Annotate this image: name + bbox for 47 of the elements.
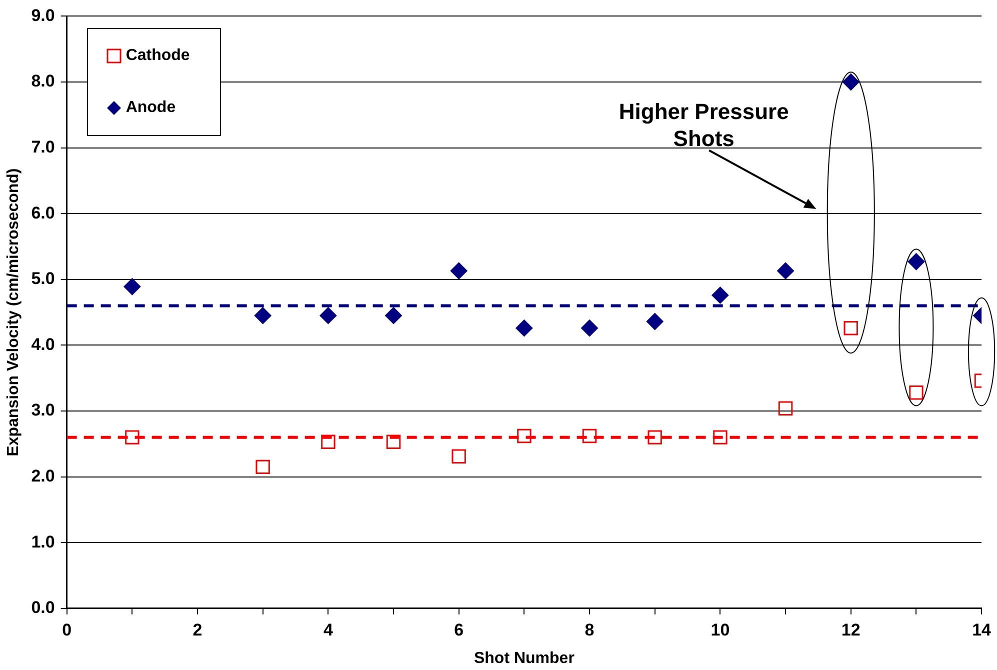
point xyxy=(385,307,402,324)
x-tick-label: 12 xyxy=(841,620,860,640)
point xyxy=(254,307,272,324)
y-tick-label: 2.0 xyxy=(31,466,55,486)
x-tick-label: 2 xyxy=(192,620,202,640)
y-tick-label: 5.0 xyxy=(31,269,55,288)
point xyxy=(450,262,468,280)
point xyxy=(842,74,860,90)
point xyxy=(321,434,336,450)
x-tick-label: 0 xyxy=(62,620,72,640)
legend-label: Anode xyxy=(126,99,176,118)
point xyxy=(256,460,270,474)
legend-label: Cathode xyxy=(126,47,190,66)
point xyxy=(125,430,140,444)
x-tick-label: 8 xyxy=(584,620,594,640)
point xyxy=(646,313,664,330)
x-tick-label: 4 xyxy=(323,620,334,640)
x-tick-label: 6 xyxy=(454,620,464,640)
x-tick-label: 14 xyxy=(972,620,992,640)
point xyxy=(452,449,466,464)
point xyxy=(320,307,337,324)
point xyxy=(908,253,925,270)
y-tick-label: 9.0 xyxy=(31,6,55,25)
y-tick-label: 0.0 xyxy=(31,598,55,618)
point xyxy=(909,385,924,400)
y-tick-label: 1.0 xyxy=(31,532,55,552)
point xyxy=(777,262,794,280)
y-axis-title: Expansion Velocity (cm/microsecond) xyxy=(5,168,22,456)
x-tick-label: 10 xyxy=(710,620,730,640)
y-tick-label: 3.0 xyxy=(31,400,55,420)
y-tick-label: 7.0 xyxy=(31,137,55,156)
point xyxy=(712,286,729,304)
y-tick-label: 8.0 xyxy=(31,72,55,91)
point xyxy=(582,428,597,444)
point xyxy=(516,320,533,337)
annotation: Higher Pressure Shots xyxy=(618,98,790,152)
point xyxy=(517,428,532,444)
point xyxy=(713,430,728,444)
x-axis-title: Shot Number xyxy=(474,650,574,667)
point xyxy=(386,434,401,450)
y-tick-label: 4.0 xyxy=(31,334,55,354)
y-tick-label: 6.0 xyxy=(31,203,55,222)
point xyxy=(648,430,662,444)
point xyxy=(581,320,598,337)
point xyxy=(124,278,141,296)
point xyxy=(778,401,793,416)
point xyxy=(844,320,858,336)
